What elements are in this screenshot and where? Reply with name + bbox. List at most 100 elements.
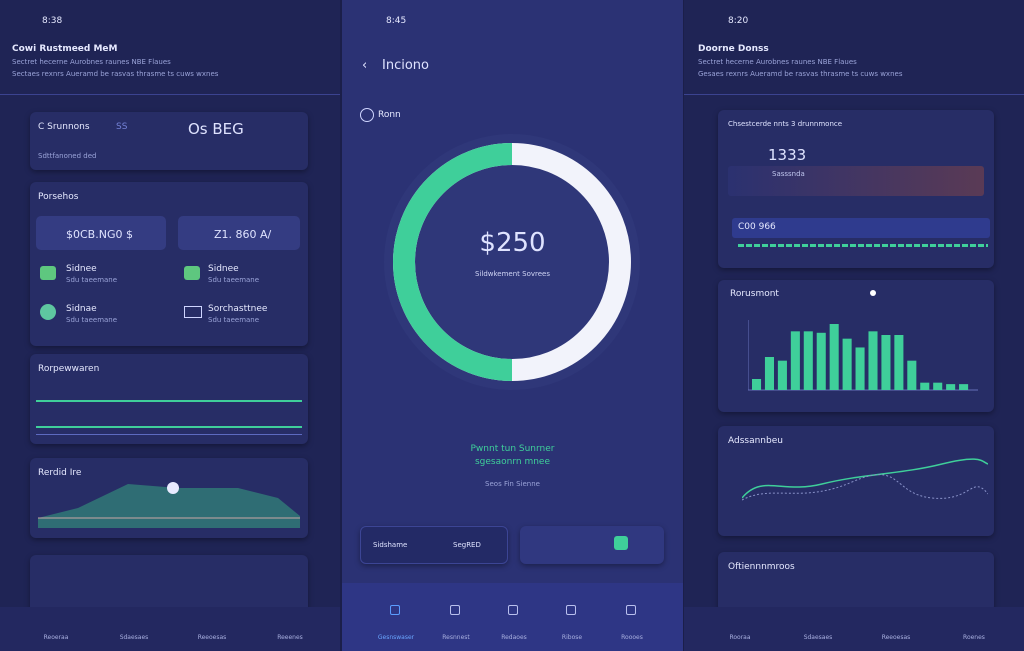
- bar: [907, 360, 917, 390]
- donut-caption: Sildwkement Sovrees: [475, 270, 550, 278]
- label: Chsestcerde nnts 3 drunnmonce: [728, 120, 843, 128]
- accounts-card: Porsehos $0CB.NG0 $ Z1. 860 A/ Sidnee Sd…: [30, 182, 308, 346]
- title: Cowi Rustmeed MeM: [12, 44, 118, 54]
- decoration: [40, 266, 56, 280]
- back-icon: ‹: [362, 58, 368, 73]
- line-card: Adssannbeu: [718, 426, 994, 536]
- decoration: [184, 266, 200, 280]
- decoration: [626, 605, 636, 615]
- status-time: 8:45: [386, 16, 407, 26]
- decoration: [566, 605, 576, 615]
- value: 1333: [768, 146, 807, 164]
- bar: [855, 347, 865, 390]
- decoration: [184, 306, 202, 318]
- decoration: [870, 290, 876, 296]
- bottom-nav: Rooraa Sdaesaes Reeoesas Roenes: [684, 607, 1024, 651]
- nav-item: Ribose: [561, 634, 583, 641]
- decoration: [508, 605, 518, 615]
- decoration: [360, 108, 374, 122]
- decoration: [40, 304, 56, 320]
- value: Os BEG: [188, 120, 244, 138]
- hint: Seos Fin Sienne: [485, 480, 540, 488]
- bar: [842, 338, 852, 390]
- bar-chart: [748, 320, 978, 391]
- bar: [959, 384, 969, 390]
- bar: [829, 324, 839, 390]
- card-title: Adssannbeu: [728, 436, 783, 446]
- bar-label: C00 966: [738, 222, 776, 232]
- extra-card: [30, 555, 308, 615]
- summary-card: C Srunnons SS Os BEG Sdttfanoned ded: [30, 112, 308, 170]
- balance: Z1. 860 A/: [214, 228, 272, 241]
- item-name: Sidnae: [66, 304, 97, 314]
- bar: [881, 335, 891, 390]
- action-button[interactable]: Sidshame SegRED: [360, 526, 508, 564]
- bar: [920, 382, 930, 390]
- nav-item: Reoeraa: [43, 634, 69, 641]
- subtitle: Gesaes rexnrs Aueramd be rasvas thrasme …: [698, 70, 903, 78]
- decoration: [732, 218, 990, 238]
- decoration: [614, 536, 628, 550]
- message: Pwnnt tun Sunrner: [470, 444, 555, 454]
- nav-item: Resnnest: [442, 634, 470, 641]
- bar: [933, 382, 943, 390]
- bar: [777, 360, 787, 390]
- status-time: 8:38: [42, 16, 63, 26]
- progress-card: Rorpewwaren: [30, 354, 308, 444]
- nav-item: Reeoesas: [881, 634, 911, 641]
- item-name: Sidnee: [66, 264, 97, 274]
- nav-item: Sdaesaes: [803, 634, 833, 641]
- donut: [384, 134, 640, 390]
- nav-item: Roenes: [963, 634, 985, 641]
- sub: Sasssnda: [772, 170, 805, 178]
- balance: $0CB.NG0 $: [66, 228, 133, 241]
- bar: [816, 332, 826, 390]
- decoration: [167, 482, 179, 494]
- divider: [0, 94, 340, 95]
- nav-item: Reeenes: [277, 634, 303, 641]
- note: Sdttfanoned ded: [38, 152, 97, 160]
- middle-screen: 8:45 ‹ Inciono Ronn $250 Sildwkement Sov…: [342, 0, 683, 651]
- decoration: [36, 426, 302, 428]
- tag: SS: [116, 122, 128, 132]
- icon-button[interactable]: [520, 526, 664, 564]
- item-sub: Sdu taeemane: [208, 316, 260, 324]
- decoration: [384, 134, 640, 390]
- decoration: [728, 166, 984, 196]
- decoration: [38, 484, 300, 528]
- item-name: Sidnee: [208, 264, 239, 274]
- decoration: [390, 605, 400, 615]
- decoration: [738, 244, 988, 247]
- status-time: 8:20: [728, 16, 749, 26]
- bottom-nav: Gesnswaser Resnnest Redaoes Ribose Roooe…: [342, 583, 683, 651]
- donut-value: $250: [479, 228, 546, 258]
- right-screen: 8:20 Doorne Donss Sectret hecerne Aurobn…: [684, 0, 1024, 651]
- nav-item: Redaoes: [501, 634, 527, 641]
- message: sgesaonrn mnee: [474, 457, 550, 467]
- item-name: Sorchasttnee: [208, 304, 268, 314]
- decoration: [393, 143, 513, 381]
- bottom-nav: Reoeraa Sdaesaes Reeoesas Reeenes: [0, 607, 340, 651]
- bar: [803, 331, 813, 390]
- nav-item: Rooraa: [729, 634, 751, 641]
- summary-card: Chsestcerde nnts 3 drunnmonce 1333 Sasss…: [718, 110, 994, 268]
- nav-item: Reeoesas: [197, 634, 227, 641]
- card-title: Porsehos: [38, 192, 79, 202]
- decoration: [450, 605, 460, 615]
- decoration: [36, 216, 166, 250]
- bar: [894, 335, 904, 390]
- line-chart: [742, 458, 988, 501]
- subtitle: Sectaes rexnrs Aueramd be rasvas thrasme…: [12, 70, 219, 78]
- bar: [790, 331, 800, 390]
- title: Doorne Donss: [698, 44, 769, 54]
- nav-item: Roooes: [621, 634, 643, 641]
- decoration: [742, 474, 988, 501]
- item-sub: Sdu taeemane: [66, 276, 118, 284]
- decoration: [36, 400, 302, 402]
- title: Inciono: [382, 58, 429, 73]
- divider: [684, 94, 1024, 95]
- subtitle: Sectret hecerne Aurobnes raunes NBE Flau…: [12, 58, 171, 66]
- list-card: Oftiennnmroos: [718, 552, 994, 612]
